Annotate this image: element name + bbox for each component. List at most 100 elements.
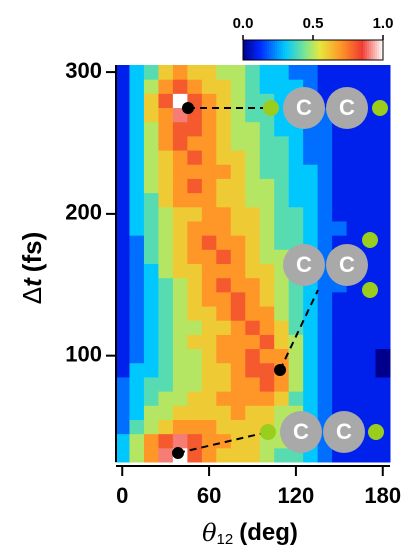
heatmap-cell [158,235,174,250]
heatmap-cell [172,220,188,236]
heatmap-cell [346,206,362,222]
colorbar-segment [295,40,298,60]
heatmap-cell [317,79,333,94]
heatmap-cell [317,320,333,335]
heatmap-cell [187,320,203,335]
heatmap-cell [361,391,377,406]
heatmap-cell [216,93,232,109]
heatmap-cell [375,348,391,364]
heatmap-cell [346,391,362,406]
heatmap-cell [143,362,159,378]
heatmap-cell [158,121,174,137]
heatmap-cell [245,334,261,350]
heatmap-cell [230,178,246,194]
heatmap-cell [216,291,232,307]
heatmap-cell [245,362,261,378]
heatmap-cell [375,178,391,194]
heatmap-cell [187,376,203,392]
x-tick-label: 180 [364,483,401,508]
heatmap-cell [245,206,261,222]
heatmap-cell [245,320,261,335]
heatmap-cell [143,320,159,335]
heatmap-cell [303,65,319,80]
heatmap-cell [274,79,290,94]
heatmap-cell [288,362,304,378]
heatmap-cell [361,121,377,137]
c-atom [326,244,368,286]
heatmap-cell [245,178,261,194]
heatmap-cell [288,306,304,321]
heatmap-cell [230,107,246,123]
heatmap-cell [288,220,304,236]
colorbar-segment [347,40,350,60]
heatmap-cell [172,405,188,420]
heatmap-cell [375,150,391,165]
heatmap-cell [361,362,377,378]
heatmap-cell [259,121,275,137]
heatmap-cell [201,362,217,378]
heatmap-cell [230,391,246,406]
heatmap-cell [259,150,275,165]
heatmap-cell [274,65,290,80]
heatmap-cell [187,391,203,406]
colorbar-tick-label: 1.0 [373,15,394,32]
heatmap-cell [361,447,377,463]
heatmap-cell [288,135,304,151]
heatmap-cell [172,433,188,449]
heatmap-cell [288,391,304,406]
heatmap-cell [375,334,391,350]
heatmap-cell [346,178,362,194]
heatmap-cell [216,178,232,194]
heatmap-cell [172,320,188,335]
heatmap-cell [143,391,159,406]
colorbar-segment [337,40,340,60]
heatmap-cell [346,306,362,321]
heatmap-cell [375,235,391,250]
heatmap-cell [317,291,333,307]
heatmap-cell [187,220,203,236]
heatmap-cell [172,79,188,94]
heatmap-cell [375,362,391,378]
heatmap-cell [143,419,159,435]
heatmap-cell [172,291,188,307]
heatmap-cell [143,334,159,350]
heatmap-cell [115,433,130,449]
heatmap-cell [346,291,362,307]
colorbar-tick-label: 0.0 [233,15,254,32]
heatmap-cell [245,235,261,250]
heatmap-cell [129,150,145,165]
colorbar-segment [327,40,330,60]
heatmap-cell [245,348,261,364]
heatmap-cell [346,164,362,179]
heatmap-cell [216,447,232,463]
heatmap-cell [187,433,203,449]
heatmap-cell [201,419,217,435]
heatmap-cell [245,306,261,321]
heatmap-cell [216,433,232,449]
heatmap-cell [158,348,174,364]
colorbar-segment [291,40,294,60]
heatmap-cell [158,107,174,123]
heatmap-cell [259,334,275,350]
heatmap-cell [288,376,304,392]
colorbar-segment [293,40,296,60]
heatmap-cell [245,220,261,236]
heatmap-cell [361,135,377,151]
heatmap-cell [201,79,217,94]
marker-dot [172,447,184,459]
heatmap-cell [172,192,188,208]
colorbar-segment [253,40,256,60]
y-tick-label: 200 [65,200,102,225]
heatmap-cell [143,263,159,279]
heatmap-cell [129,419,145,435]
heatmap-cell [346,376,362,392]
heatmap-cell [259,405,275,420]
heatmap-cell [115,391,130,406]
heatmap-cell [274,306,290,321]
heatmap-cell [346,220,362,236]
heatmap-cell [361,79,377,94]
heatmap-cell [303,220,319,236]
heatmap-cell [187,263,203,279]
heatmap-cell [259,178,275,194]
